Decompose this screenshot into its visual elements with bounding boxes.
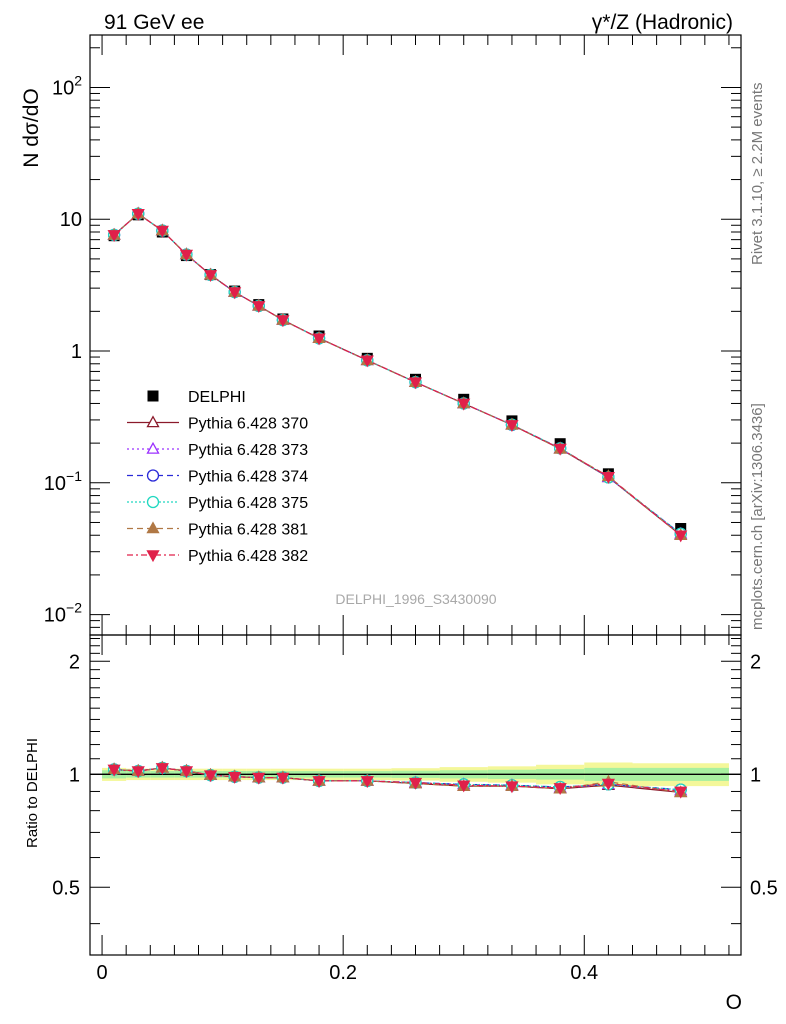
series-marker-6 [155, 225, 169, 238]
side-label-top: Rivet 3.1.10, ≥ 2.2M events [749, 83, 766, 266]
series-marker-6 [408, 377, 423, 390]
y-tick-label: 2 [69, 651, 80, 673]
main-panel-frame [89, 34, 742, 636]
ratio-marker-6 [252, 772, 266, 785]
ratio-line-6 [114, 767, 681, 793]
legend-label: Pythia 6.428 370 [188, 416, 308, 433]
ratio-plot-area [90, 760, 741, 799]
ratio-marker-6 [107, 764, 121, 777]
legend-marker [146, 441, 160, 454]
series-marker-6 [360, 355, 374, 368]
series-line-6 [113, 213, 682, 536]
series-marker-6 [457, 398, 471, 411]
legend-label: Pythia 6.428 382 [188, 548, 308, 565]
y-tick-label: 1 [71, 341, 82, 363]
legend-marker [146, 469, 160, 482]
side-label-bottom: mcplots.cern.ch [arXiv:1306.3436] [749, 403, 766, 630]
ratio-marker-6 [360, 776, 374, 789]
ratio-marker-6 [601, 778, 615, 791]
main-y-axis: 10−2 10−1 1 10 102 [44, 47, 741, 636]
header-right-title: γ*/Z (Hadronic) [592, 11, 733, 34]
series-marker-6 [553, 443, 567, 456]
legend-marker [146, 415, 160, 428]
ratio-marker-6 [155, 763, 169, 775]
header-left-title: 91 GeV ee [104, 11, 204, 34]
main-panel: 10−2 10−1 1 10 102 N dσ/dO DELPHI_1996_S3430… [20, 34, 742, 636]
ratio-x-axis: 0 0.2 0.4 [96, 635, 730, 984]
legend-label: Pythia 6.428 374 [188, 469, 308, 486]
ratio-marker-6 [276, 772, 290, 785]
x-axis-label: O [726, 991, 742, 1014]
y-tick-label: 10−1 [44, 468, 82, 495]
legend-marker [146, 550, 160, 563]
legend: DELPHI Pythia 6.428 370 Pythia 6.428 373 Py… [127, 389, 308, 565]
y-tick-label: 10−2 [44, 600, 82, 627]
x-tick-label: 0.2 [329, 962, 357, 984]
ratio-marker-6 [505, 781, 519, 794]
series-marker-6 [601, 472, 615, 484]
ratio-marker-6 [408, 777, 423, 790]
y-tick-label-right: 1 [750, 764, 761, 786]
ratio-marker-6 [312, 776, 326, 789]
series-marker-6 [179, 249, 194, 262]
ratio-panel-frame [89, 634, 742, 956]
y-tick-label-right: 0.5 [750, 877, 778, 899]
ratio-marker-6 [553, 783, 567, 795]
series-marker-6 [505, 420, 519, 433]
legend-label: Pythia 6.428 381 [188, 522, 308, 539]
ratio-marker-6 [457, 780, 471, 793]
series-marker-6 [107, 230, 121, 243]
series-marker-6 [252, 301, 266, 314]
ratio-marker-6 [228, 771, 242, 784]
series-marker-6 [228, 287, 242, 300]
ratio-marker-6 [131, 766, 145, 779]
y-tick-label: 10 [60, 209, 82, 231]
series-marker-6 [312, 333, 326, 346]
legend-label: Pythia 6.428 373 [188, 442, 308, 459]
main-y-axis-label: N dσ/dO [20, 88, 43, 168]
ratio-y-axis-label: Ratio to DELPHI [24, 738, 41, 848]
main-plot-area [107, 206, 688, 543]
legend-label: Pythia 6.428 375 [188, 495, 308, 512]
legend-marker [147, 390, 159, 402]
legend-marker [146, 521, 160, 534]
main-x-ticks [101, 35, 730, 635]
ratio-y-axis: 0.5 0.5 1 1 2 2 [52, 638, 778, 925]
legend-label: DELPHI [188, 389, 246, 406]
watermark: DELPHI_1996_S3430090 [335, 591, 496, 607]
y-tick-label-right: 2 [750, 651, 761, 673]
ratio-marker-6 [674, 786, 688, 799]
ratio-panel: 0.5 0.5 1 1 2 2 0 0.2 0.4 Ratio to DELPHI [24, 634, 778, 984]
ratio-marker-6 [203, 770, 218, 783]
x-tick-label: 0 [96, 962, 107, 984]
ratio-marker-6 [179, 766, 194, 779]
series-marker-6 [131, 208, 145, 221]
y-tick-label: 0.5 [52, 877, 80, 899]
y-tick-label: 1 [69, 764, 80, 786]
x-tick-label: 0.4 [570, 962, 598, 984]
legend-marker [146, 495, 160, 509]
series-marker-6 [674, 530, 688, 543]
series-marker-6 [203, 270, 218, 283]
series-marker-6 [276, 315, 290, 328]
y-tick-label: 102 [52, 72, 82, 99]
